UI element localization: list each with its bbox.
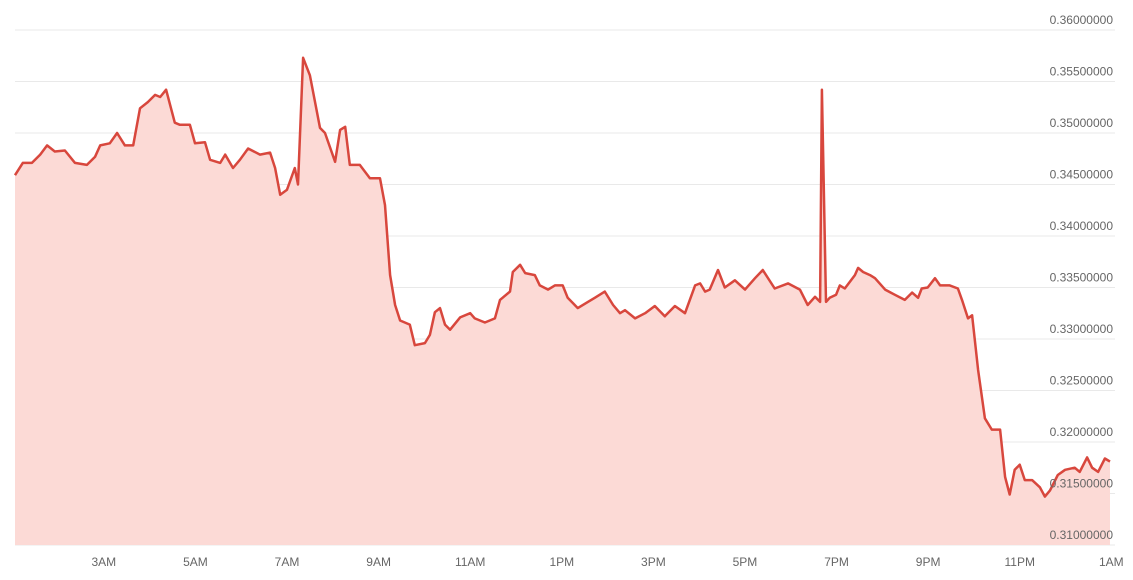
x-tick-label: 9AM [366, 555, 391, 569]
y-tick-label: 0.31500000 [1050, 477, 1114, 491]
x-tick-label: 7PM [824, 555, 849, 569]
x-tick-label: 11AM [455, 555, 485, 569]
x-tick-label: 1AM [1099, 555, 1124, 569]
y-tick-label: 0.34000000 [1050, 219, 1114, 233]
x-tick-label: 7AM [275, 555, 300, 569]
y-tick-label: 0.34500000 [1050, 168, 1114, 182]
x-tick-label: 3PM [641, 555, 666, 569]
x-tick-label: 11PM [1005, 555, 1035, 569]
area-fill [15, 57, 1110, 546]
y-tick-label: 0.31000000 [1050, 528, 1114, 542]
y-tick-label: 0.35000000 [1050, 116, 1114, 130]
y-tick-label: 0.36000000 [1050, 13, 1114, 27]
x-tick-label: 5PM [733, 555, 758, 569]
y-tick-label: 0.33000000 [1050, 322, 1114, 336]
x-tick-label: 5AM [183, 555, 208, 569]
y-tick-label: 0.32000000 [1050, 425, 1114, 439]
price-line [13, 56, 1111, 498]
x-tick-label: 9PM [916, 555, 941, 569]
y-tick-label: 0.32500000 [1050, 374, 1114, 388]
y-tick-label: 0.35500000 [1050, 65, 1114, 79]
x-tick-label: 1PM [549, 555, 574, 569]
x-tick-label: 3AM [91, 555, 116, 569]
y-tick-label: 0.33500000 [1050, 271, 1114, 285]
